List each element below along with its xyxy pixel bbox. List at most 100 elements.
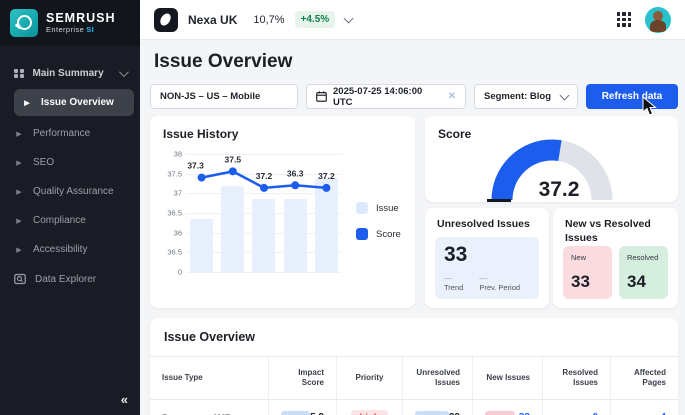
score-value: 37.2 <box>538 178 580 201</box>
chevron-down-icon <box>118 67 129 78</box>
sidebar-collapse-button[interactable]: « <box>120 392 128 407</box>
segment-chevron-down-icon <box>559 90 570 100</box>
triangle-icon: ▶ <box>16 246 22 254</box>
table-title: Issue Overview <box>164 330 256 344</box>
score-point-label: 37.3 <box>187 161 204 171</box>
new-issues-bar <box>485 411 515 415</box>
sidebar-item-data-explorer[interactable]: Data Explorer <box>6 265 134 293</box>
project-chevron-down-icon[interactable] <box>343 13 354 23</box>
col-impact-score: Impact Score <box>268 357 336 399</box>
prev-dash: — <box>479 274 488 283</box>
avatar[interactable] <box>645 6 671 33</box>
prev-label: Prev. Period <box>479 283 521 292</box>
score-point-label: 37.2 <box>256 171 273 181</box>
triangle-icon: ▶ <box>24 99 30 107</box>
unresolved-title: Unresolved Issues <box>437 218 530 230</box>
issue-bar <box>283 198 307 272</box>
brand-subtitle: Enterprise SI <box>46 25 95 35</box>
unresolved-cell-value: 33 <box>449 412 460 415</box>
col-new-issues: New Issues <box>472 357 542 399</box>
y-tick-label: 36.5 <box>167 247 182 257</box>
issue-swatch <box>356 202 368 214</box>
issue-history-plot: 37.3 37.5 37.2 36.3 37.2 <box>186 154 342 273</box>
score-point <box>291 181 300 190</box>
data-explorer-icon <box>14 273 26 285</box>
unresolved-bar <box>415 411 449 415</box>
score-title: Score <box>438 127 472 141</box>
apps-grid-icon[interactable] <box>616 12 631 27</box>
gridline <box>186 173 342 175</box>
score-point <box>322 183 331 192</box>
score-point <box>260 183 268 192</box>
clear-date-icon[interactable]: ✕ <box>447 91 456 102</box>
issue-bar <box>252 198 276 272</box>
col-resolved-issues: Resolved Issues <box>542 357 610 399</box>
new-label: New <box>571 253 587 262</box>
refresh-data-button[interactable]: Refresh data <box>586 84 678 109</box>
project-leaf-icon <box>154 7 178 32</box>
issue-history-card: Issue History 38 37.5 37 36.5 36 36.5 0 37.3 37… <box>150 116 415 308</box>
y-tick-label: 38 <box>173 149 182 159</box>
score-gauge: 37.2 <box>477 126 627 202</box>
unresolved-box: 33 — Trend — Prev. Period <box>435 237 539 299</box>
score-point-label: 37.2 <box>318 171 335 181</box>
sidebar-item-main-summary[interactable]: Main Summary <box>6 60 134 87</box>
table-header-row: Issue Type Impact Score Priority Unresol… <box>150 356 678 400</box>
issue-type-cell: Pages over 1MB <box>162 413 232 415</box>
segment-filter-select[interactable]: Segment: Blog <box>474 84 578 109</box>
sidebar-item-compliance[interactable]: ▶ Compliance <box>6 207 134 234</box>
brand-name: SEMRUSH <box>46 10 116 25</box>
semrush-logo-icon <box>10 9 38 37</box>
issue-bar <box>190 218 214 272</box>
sidebar-item-accessibility[interactable]: ▶ Accessibility <box>6 236 134 263</box>
triangle-icon: ▶ <box>16 217 22 225</box>
triangle-icon: ▶ <box>16 159 22 167</box>
main-content: Issue Overview NON-JS – US – Mobile 2025… <box>140 40 685 415</box>
sidebar-item-seo[interactable]: ▶ SEO <box>6 149 134 176</box>
y-tick-label: 36.5 <box>167 208 182 218</box>
resolved-issues-box: Resolved 34 <box>619 246 668 299</box>
project-metric: 10,7% <box>253 13 285 26</box>
legend-item-issue[interactable]: Issue <box>356 202 401 214</box>
score-swatch <box>356 228 368 240</box>
gridline <box>186 154 342 155</box>
grid-icon <box>14 68 24 79</box>
sidebar-item-performance[interactable]: ▶ Performance <box>6 120 134 147</box>
gridline <box>186 272 342 273</box>
new-value: 33 <box>571 272 590 291</box>
legend-item-score[interactable]: Score <box>356 228 401 240</box>
table-row[interactable]: Pages over 1MB 5.2 high 33 33 <box>150 400 678 415</box>
impact-score-bar <box>281 411 311 415</box>
resolved-label: Resolved <box>627 253 659 262</box>
col-affected-pages: Affected Pages <box>610 357 678 399</box>
sidebar: SEMRUSH Enterprise SI Main Summary ▶ Issu… <box>0 0 140 415</box>
triangle-icon: ▶ <box>16 188 22 196</box>
resolved-issues-link[interactable]: 0 <box>592 412 598 415</box>
new-issues-box: New 33 <box>563 246 612 299</box>
y-tick-label: 37.5 <box>167 169 182 179</box>
trend-label: Trend <box>444 283 464 292</box>
sidebar-item-issue-overview[interactable]: ▶ Issue Overview <box>14 89 134 116</box>
brand-logo: SEMRUSH Enterprise SI <box>0 0 140 46</box>
issue-table: Issue Type Impact Score Priority Unresol… <box>150 356 678 415</box>
topbar: Nexa UK 10,7% +4.5% <box>140 0 685 40</box>
affected-pages-link[interactable]: 4 <box>660 412 666 415</box>
sidebar-item-quality-assurance[interactable]: ▶ Quality Assurance <box>6 178 134 205</box>
chart-legend: Issue Score <box>356 202 401 240</box>
y-tick-label: 0 <box>177 267 182 277</box>
score-point <box>228 167 237 176</box>
date-filter-chip[interactable]: 2025-07-25 14:06:00 UTC ✕ <box>306 84 466 109</box>
page-title: Issue Overview <box>154 51 293 72</box>
score-point-label: 36.3 <box>287 168 304 178</box>
sidebar-nav: Main Summary ▶ Issue Overview ▶ Performa… <box>0 46 140 293</box>
col-unresolved-issues: Unresolved Issues <box>402 357 472 399</box>
y-tick-label: 37 <box>173 188 182 198</box>
col-issue-type: Issue Type <box>162 372 203 382</box>
issue-history-title: Issue History <box>163 127 239 141</box>
new-issues-link[interactable]: 33 <box>519 412 530 415</box>
gridline <box>186 193 342 195</box>
device-filter-chip[interactable]: NON-JS – US – Mobile <box>150 84 298 109</box>
y-tick-label: 36 <box>173 228 182 238</box>
col-priority: Priority <box>336 357 402 399</box>
y-axis: 38 37.5 37 36.5 36 36.5 0 <box>158 150 182 277</box>
